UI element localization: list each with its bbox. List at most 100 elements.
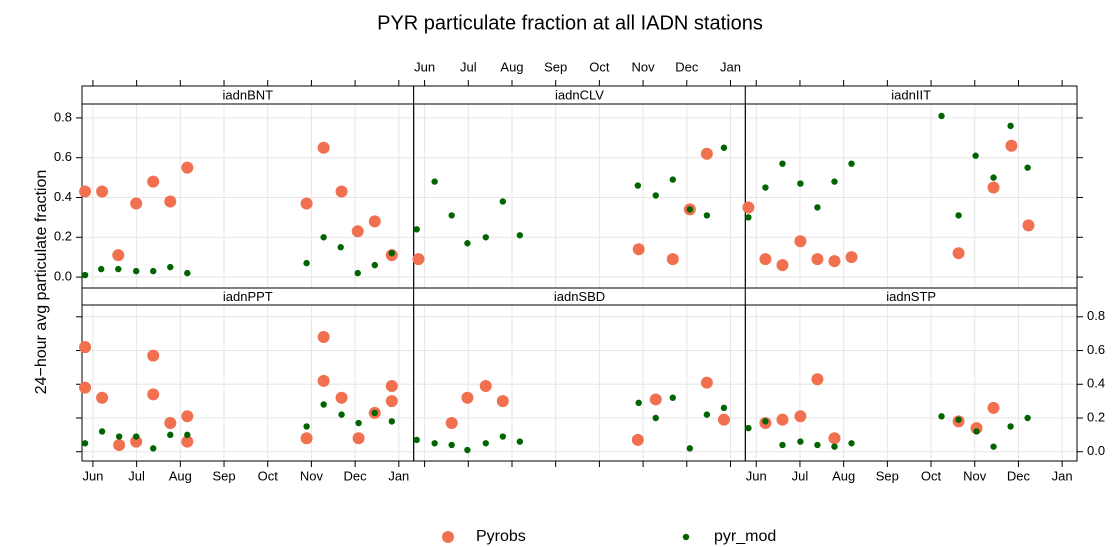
point bbox=[79, 341, 92, 354]
point bbox=[464, 240, 471, 247]
legend-label: Pyrobs bbox=[476, 528, 526, 545]
point bbox=[368, 215, 381, 228]
point bbox=[831, 443, 838, 450]
point bbox=[973, 428, 980, 435]
point bbox=[81, 271, 89, 279]
point bbox=[303, 423, 310, 430]
point bbox=[848, 160, 855, 167]
x-tick-label: Jun bbox=[414, 59, 435, 74]
legend-swatch bbox=[682, 533, 690, 541]
y-tick-label: 0.2 bbox=[1087, 409, 1105, 424]
point bbox=[351, 225, 364, 238]
y-tick-label: 0.6 bbox=[1087, 342, 1105, 357]
point bbox=[388, 418, 396, 425]
panel bbox=[744, 304, 1078, 462]
point bbox=[338, 411, 345, 418]
strip-label: iadnSTP bbox=[886, 289, 936, 304]
point bbox=[938, 413, 945, 420]
point bbox=[130, 435, 143, 448]
point bbox=[164, 417, 177, 430]
point bbox=[779, 160, 786, 167]
x-tick-label: Jan bbox=[388, 468, 409, 483]
point bbox=[184, 431, 191, 439]
point bbox=[1005, 139, 1018, 152]
panel bbox=[413, 103, 746, 289]
point bbox=[669, 176, 676, 183]
point bbox=[652, 414, 659, 422]
x-tick-label: Sep bbox=[212, 468, 235, 483]
x-tick-label: Jan bbox=[1052, 468, 1073, 483]
point bbox=[167, 263, 174, 271]
point bbox=[96, 185, 109, 198]
point bbox=[516, 438, 524, 445]
point bbox=[448, 441, 455, 449]
point bbox=[355, 419, 362, 427]
strip-label: iadnCLV bbox=[555, 87, 604, 102]
point bbox=[1007, 122, 1014, 130]
x-tick-label: Jun bbox=[82, 468, 103, 483]
point bbox=[181, 161, 194, 174]
x-tick-label: Aug bbox=[500, 59, 523, 74]
point bbox=[652, 192, 659, 199]
point bbox=[352, 432, 365, 445]
strip-label: iadnIIT bbox=[891, 87, 931, 102]
point bbox=[461, 391, 474, 404]
strip-label: iadnSBD bbox=[554, 289, 605, 304]
point bbox=[990, 174, 997, 181]
point bbox=[337, 244, 344, 251]
point bbox=[115, 265, 122, 273]
x-tick-label: Dec bbox=[344, 468, 368, 483]
point bbox=[987, 401, 1000, 414]
point bbox=[700, 147, 713, 160]
point bbox=[845, 251, 858, 264]
point bbox=[831, 178, 838, 185]
point bbox=[320, 234, 327, 241]
point bbox=[717, 413, 730, 426]
point bbox=[335, 391, 348, 404]
point bbox=[181, 435, 194, 448]
point bbox=[79, 381, 92, 394]
point bbox=[1007, 423, 1014, 430]
x-tick-label: Sep bbox=[876, 468, 899, 483]
x-tick-label: Jan bbox=[720, 59, 741, 74]
point bbox=[797, 180, 804, 187]
point bbox=[499, 433, 507, 440]
y-tick-label: 0.8 bbox=[1087, 308, 1105, 323]
point bbox=[448, 212, 455, 219]
point bbox=[150, 445, 157, 452]
point bbox=[130, 197, 143, 210]
point bbox=[335, 185, 348, 198]
point bbox=[700, 376, 713, 389]
point bbox=[300, 197, 313, 210]
point bbox=[113, 438, 126, 451]
point bbox=[479, 379, 492, 392]
point bbox=[742, 201, 755, 214]
point bbox=[317, 141, 330, 154]
point bbox=[814, 441, 821, 449]
point bbox=[972, 152, 979, 159]
point bbox=[669, 394, 676, 401]
point bbox=[132, 433, 140, 440]
y-tick-label: 0.4 bbox=[54, 189, 72, 204]
x-tick-label: Nov bbox=[632, 59, 656, 74]
point bbox=[150, 267, 157, 275]
point bbox=[720, 404, 728, 412]
point bbox=[112, 249, 125, 262]
point bbox=[412, 253, 425, 266]
point bbox=[317, 331, 330, 344]
point bbox=[354, 269, 361, 277]
point bbox=[98, 428, 106, 435]
point bbox=[413, 436, 420, 444]
point bbox=[759, 253, 772, 266]
point bbox=[848, 440, 855, 447]
point bbox=[649, 393, 662, 406]
point bbox=[814, 204, 821, 211]
x-tick-label: Nov bbox=[963, 468, 987, 483]
x-tick-label: Jun bbox=[746, 468, 767, 483]
legend-swatch bbox=[442, 531, 454, 543]
point bbox=[703, 212, 711, 219]
point bbox=[147, 388, 160, 401]
point bbox=[496, 395, 509, 408]
panel bbox=[81, 103, 415, 289]
